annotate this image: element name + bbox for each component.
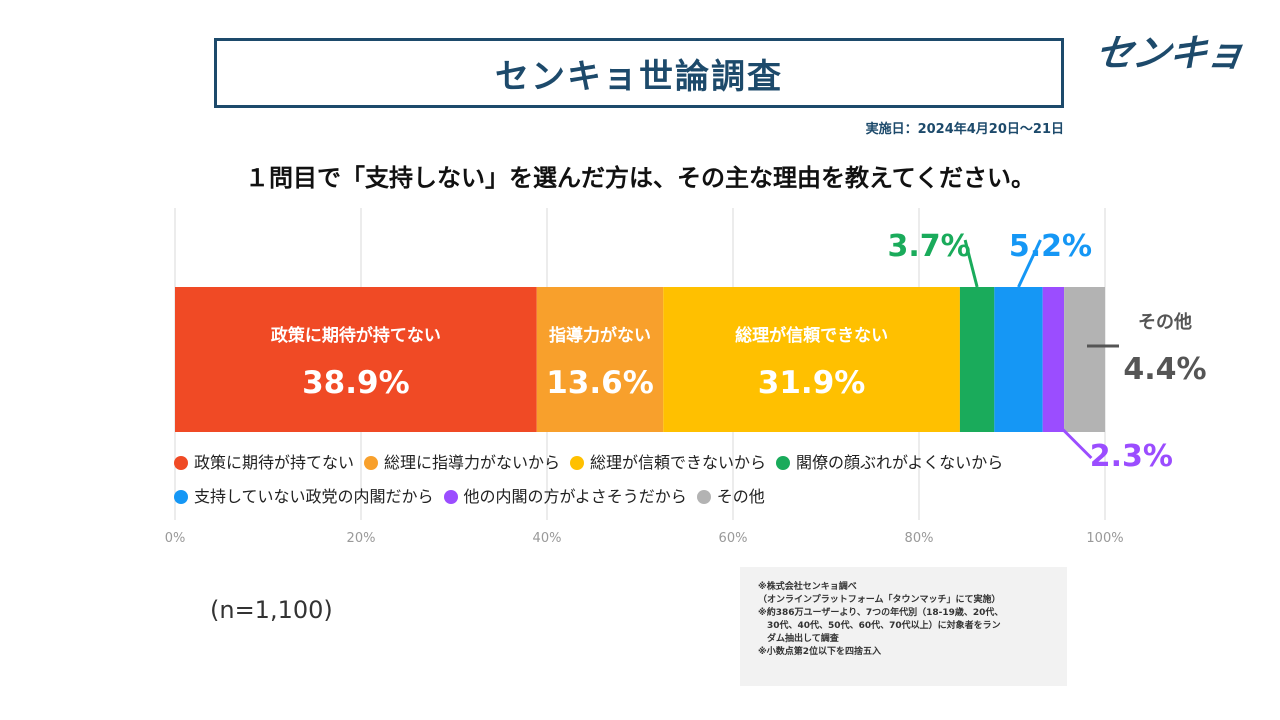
legend-swatch — [364, 456, 379, 470]
x-tick-label: 20% — [347, 531, 376, 546]
footnote-line: ※小数点第2位以下を四捨五入 — [758, 647, 882, 657]
data-label: 13.6% — [546, 365, 654, 401]
bar-segment — [1064, 287, 1105, 432]
sample-size: (n=1,100) — [210, 596, 333, 624]
legend-label: その他 — [716, 487, 765, 506]
x-tick-label: 80% — [905, 531, 934, 546]
legend-item: 支持していない政党の内閣だから — [174, 481, 434, 513]
legend-swatch — [570, 456, 585, 470]
segment-category-label: 総理が信頼できない — [735, 325, 888, 346]
x-tick-label: 0% — [165, 531, 186, 546]
title-box: センキョ世論調査 — [214, 38, 1064, 108]
legend-swatch — [696, 490, 711, 504]
legend-swatch — [174, 490, 188, 504]
bar-segment — [1042, 287, 1065, 432]
callout-line — [1052, 418, 1093, 460]
legend-item: 総理が信頼できないから — [570, 447, 766, 479]
segment-category-label: 指導力がない — [549, 325, 651, 346]
callout-line — [963, 239, 979, 288]
survey-question: １問目で「支持しない」を選んだ方は、その主な理由を教えてください。 — [244, 164, 1036, 192]
data-label: 31.9% — [758, 365, 866, 401]
footnote-line: ※約386万ユーザーより、7つの年代別（18-19歳、20代、 — [758, 608, 1004, 618]
data-label: 4.4% — [1123, 352, 1206, 387]
bar-segment — [536, 287, 664, 432]
footnote-line: ダム抽出して調査 — [758, 634, 839, 644]
legend-swatch — [443, 490, 458, 504]
x-tick-label: 60% — [719, 531, 748, 546]
x-tick-label: 40% — [533, 531, 562, 546]
chart-legend: 政策に期待が持てない 総理に指導力がないから 総理が信頼できないから 閣僚の顔ぶれがよ… — [174, 447, 1114, 515]
footnote-box: ※株式会社センキョ調べ （オンラインプラットフォーム「タウンマッチ」にて実施） ※約… — [740, 567, 1067, 686]
segment-category-label: 政策に期待が持てない — [271, 325, 441, 346]
data-label: 3.7% — [888, 229, 971, 264]
callout-line — [1017, 239, 1042, 288]
legend-label: 総理に指導力がないから — [384, 453, 561, 472]
legend-swatch — [174, 456, 188, 470]
legend-label: 政策に期待が持てない — [194, 453, 355, 472]
footnote-line: （オンラインプラットフォーム「タウンマッチ」にて実施） — [758, 595, 1001, 605]
page-title: センキョ世論調査 — [495, 56, 783, 97]
x-tick-label: 100% — [1086, 531, 1123, 546]
footnote-line: 30代、40代、50代、60代、70代以上）に対象者をラン — [758, 621, 1001, 631]
legend-item: 総理に指導力がないから — [364, 447, 560, 479]
data-label: 5.2% — [1009, 229, 1092, 264]
data-label: 2.3% — [1090, 439, 1173, 474]
legend-label: 総理が信頼できないから — [590, 453, 767, 472]
legend-label: 閣僚の顔ぶれがよくないから — [796, 453, 1004, 472]
legend-item: 他の内閣の方がよさそうだから — [443, 481, 687, 513]
callout-title: その他 — [1138, 311, 1192, 333]
footnote-line: ※株式会社センキョ調べ — [758, 582, 857, 592]
bar-segment — [663, 287, 960, 432]
bar-segment — [959, 287, 995, 432]
data-label: 38.9% — [302, 365, 410, 401]
legend-label: 支持していない政党の内閣だから — [194, 487, 434, 506]
legend-item: 閣僚の顔ぶれがよくないから — [776, 447, 1003, 479]
survey-date: 実施日：2024年4月20日～21日 — [865, 122, 1064, 137]
bar-segment — [994, 287, 1043, 432]
legend-item: 政策に期待が持てない — [174, 447, 354, 479]
legend-swatch — [776, 456, 791, 470]
stacked-bar-chart: 0% 20% 40% 60% 80% 100% 政策に期待が持てない 38.9% 指導力がない 1… — [165, 208, 1207, 546]
bar-segment — [175, 287, 537, 432]
legend-label: 他の内閣の方がよさそうだから — [463, 487, 687, 506]
legend-item: その他 — [696, 481, 765, 513]
